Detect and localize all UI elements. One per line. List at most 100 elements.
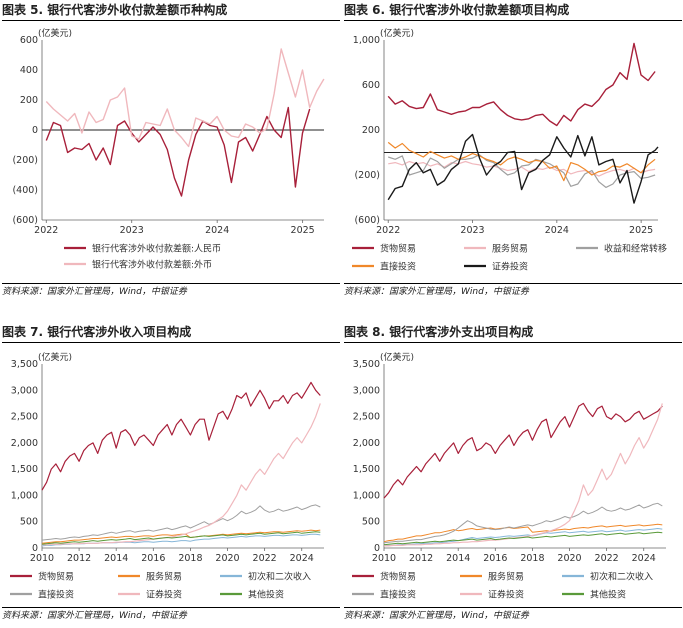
fig7-series-line-6: [41, 531, 321, 545]
fig7-xtick-label: 2012: [67, 553, 91, 564]
fig7-legend-label: 服务贸易: [146, 571, 182, 583]
figure-7-chart: (亿美元) 0 500 1,000 1,500 2,000 2,500 3,000 3,500 2…: [10, 351, 324, 601]
fig6-series-line-2: [388, 160, 656, 177]
fig8-xtick-label: 2016: [483, 553, 507, 564]
fig8-xtick-label: 2010: [372, 553, 396, 564]
fig6-ytick-label: (200): [354, 170, 380, 181]
fig8-ytick-label: 0: [374, 543, 380, 554]
fig8-ytick-label: 1,000: [353, 490, 380, 501]
fig6-legend-label: 服务贸易: [492, 243, 528, 255]
fig7-xtick-label: 2016: [141, 553, 165, 564]
figure-7-source: 资料来源：国家外汇管理局，Wind，中银证券: [2, 611, 187, 621]
fig6-series-line-3: [388, 154, 656, 188]
fig6-xtick-label: 2023: [460, 225, 484, 236]
fig7-xtick-label: 2020: [215, 553, 239, 564]
fig8-series-line-3: [383, 528, 663, 547]
figure-8-title: 图表 8. 银行代客涉外支出项目构成: [344, 325, 534, 339]
fig7-series-line-5: [42, 403, 321, 546]
fig8-ytick-label: 500: [362, 517, 380, 528]
fig7-xtick-label: 2024: [290, 553, 314, 564]
fig5-legend-label: 银行代客涉外收付款差额:人民币: [92, 243, 221, 255]
figure-6-source: 资料来源：国家外汇管理局，Wind，中银证券: [344, 287, 529, 297]
fig7-ytick-label: 500: [20, 517, 38, 528]
fig7-series-line-1: [41, 381, 321, 491]
fig8-xtick-label: 2012: [409, 553, 433, 564]
fig7-ytick-label: 2,500: [11, 412, 38, 423]
fig5-ytick-label: (600): [12, 215, 38, 226]
fig8-ytick-label: 1,500: [353, 464, 380, 475]
fig6-xtick-label: 2024: [545, 225, 569, 236]
fig7-legend-label: 货物贸易: [38, 571, 74, 583]
fig6-ytick-label: 200: [362, 125, 380, 136]
figure-6-panel: 图表 6. 银行代客涉外收付款差额项目构成 (亿美元) (600) (200) 200…: [344, 0, 682, 300]
fig5-xtick-label: 2025: [291, 225, 315, 236]
figure-5-panel: 图表 5. 银行代客涉外收付款差额币种构成 (亿美元) (600) (400) (20…: [2, 0, 340, 300]
figure-5-chart: (亿美元) (600) (400) (200) 0 200 400 600 2022 2023 20…: [12, 27, 325, 271]
fig6-ytick-label: 1,000: [353, 35, 380, 46]
figure-8-top-rule: [344, 342, 682, 343]
fig5-ytick-label: (400): [12, 185, 38, 196]
fig6-legend-label: 收益和经常转移: [604, 243, 667, 255]
fig5-ytick-label: 0: [32, 125, 38, 136]
fig8-legend-label: 证券投资: [488, 589, 524, 601]
fig7-legend-label: 初次和二次收入: [248, 571, 311, 583]
figure-7-top-rule: [2, 342, 340, 343]
figure-8-source: 资料来源：国家外汇管理局，Wind，中银证券: [344, 611, 529, 621]
fig8-ytick-label: 3,000: [353, 385, 380, 396]
fig7-series-line-4: [41, 504, 321, 541]
figure-7-panel: 图表 7. 银行代客涉外收入项目构成 (亿美元) 0 500 1,000 1,500 2,…: [2, 322, 340, 628]
fig6-xtick-label: 2025: [629, 225, 653, 236]
fig7-ytick-label: 1,000: [11, 490, 38, 501]
fig8-series-line-4: [383, 502, 663, 544]
fig8-series-line-6: [383, 531, 663, 546]
fig8-legend-label: 初次和二次收入: [590, 571, 653, 583]
fig8-xtick-label: 2018: [520, 553, 544, 564]
figure-8-chart: (亿美元) 0 500 1,000 1,500 2,000 2,500 3,000 3,500 2…: [352, 351, 666, 601]
fig6-unit-label: (亿美元): [380, 27, 414, 39]
figure-5-title: 图表 5. 银行代客涉外收付款差额币种构成: [2, 3, 228, 17]
figure-6-top-rule: [344, 20, 682, 21]
figure-5-top-rule: [2, 20, 340, 21]
fig7-legend-label: 证券投资: [146, 589, 182, 601]
fig7-xtick-label: 2014: [104, 553, 128, 564]
fig8-xtick-label: 2022: [595, 553, 619, 564]
fig8-legend-label: 货物贸易: [380, 571, 416, 583]
fig7-ytick-label: 1,500: [11, 464, 38, 475]
fig8-legend-label: 服务贸易: [488, 571, 524, 583]
fig5-xtick-label: 2023: [120, 225, 144, 236]
fig7-legend-label: 其他投资: [248, 589, 284, 601]
fig7-ytick-label: 2,000: [11, 438, 38, 449]
fig8-unit-label: (亿美元): [380, 351, 414, 363]
fig8-xtick-label: 2014: [446, 553, 470, 564]
figure-6-title: 图表 6. 银行代客涉外收付款差额项目构成: [344, 3, 570, 17]
fig8-ytick-label: 2,500: [353, 412, 380, 423]
fig5-ytick-label: 200: [20, 95, 38, 106]
fig5-xtick-label: 2024: [205, 225, 229, 236]
figure-5-bottom-rule: [2, 283, 340, 284]
fig6-legend-label: 证券投资: [492, 261, 528, 273]
fig8-xtick-label: 2024: [632, 553, 656, 564]
fig5-ytick-label: 400: [20, 65, 38, 76]
fig7-ytick-label: 3,500: [11, 359, 38, 370]
figure-5-source: 资料来源：国家外汇管理局，Wind，中银证券: [2, 287, 187, 297]
fig7-legend-label: 直接投资: [38, 589, 74, 601]
fig6-ytick-label: 600: [362, 80, 380, 91]
fig7-xtick-label: 2010: [30, 553, 54, 564]
fig6-legend-label: 货物贸易: [380, 243, 416, 255]
fig6-xtick-label: 2022: [376, 225, 400, 236]
figure-7-bottom-rule: [2, 607, 340, 608]
fig5-legend-label: 银行代客涉外收付款差额:外币: [92, 259, 212, 271]
figure-8-bottom-rule: [344, 607, 682, 608]
fig5-unit-label: (亿美元): [38, 27, 72, 39]
fig8-ytick-label: 3,500: [353, 359, 380, 370]
fig6-legend-label: 直接投资: [380, 261, 416, 273]
fig6-ytick-label: (600): [354, 215, 380, 226]
fig7-xtick-label: 2018: [178, 553, 202, 564]
fig8-series-line-2: [383, 523, 663, 543]
fig7-xtick-label: 2022: [253, 553, 277, 564]
fig5-ytick-label: 600: [20, 35, 38, 46]
fig8-series-line-1: [383, 402, 663, 499]
figure-8-panel: 图表 8. 银行代客涉外支出项目构成 (亿美元) 0 500 1,000 1,500 2,…: [344, 322, 682, 628]
fig6-series-line-4: [387, 141, 656, 182]
fig8-legend-label: 直接投资: [380, 589, 416, 601]
